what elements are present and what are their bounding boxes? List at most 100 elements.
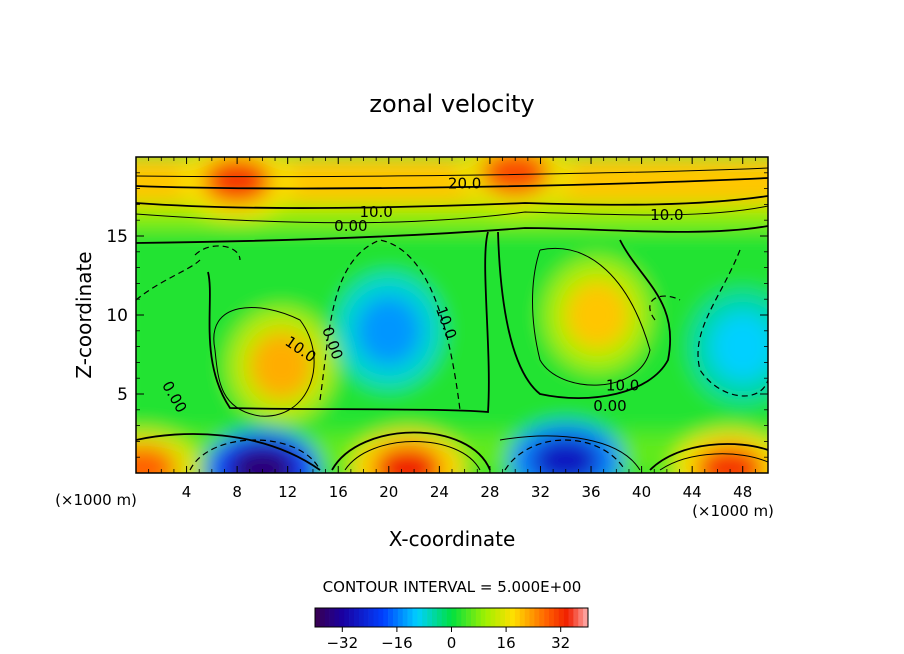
colorbar-cell [529,608,535,627]
y-axis-ticks: 5 10 15 [106,172,768,458]
colorbar-tick-label: 16 [497,634,516,652]
contour-line [344,441,481,471]
colorbar-cell [339,608,345,627]
colorbar-cell [441,608,447,627]
contour-line [136,167,768,178]
contour-line-negative [189,439,321,471]
x-tick-label: 40 [632,483,651,501]
chart-title: zonal velocity [369,90,534,118]
y-tick-label: 10 [106,306,128,326]
field-feature-core [695,445,765,473]
contour-label: 10.0 [606,377,639,395]
field-feature-core [531,437,600,473]
y-unit-label: (×1000 m) [55,491,137,509]
contour-label: 10.0 [359,203,392,221]
contour-lines [136,167,768,471]
colorbar-tick-label: −16 [381,634,413,652]
contour-line-negative [194,245,241,261]
colorbar-cell [568,608,574,627]
x-axis-ticks: 4 8 12 16 20 24 28 32 36 40 44 48 [148,157,756,501]
colorbar-tick-label: 0 [447,634,457,652]
colorbar-cell [549,608,555,627]
contour-line [207,231,490,413]
velocity-field [136,157,768,473]
colorbar-cell [427,608,433,627]
colorbar-cell [344,608,350,627]
colorbar: −32 −16 0 16 32 [314,607,589,652]
y-tick-label: 15 [106,227,128,247]
x-tick-label: 32 [531,483,550,501]
contour-line [136,177,768,190]
field-feature-core [249,331,314,400]
colorbar-cell [510,608,516,627]
colorbar-cell [407,608,413,627]
contour-line [499,435,641,471]
contour-line [213,307,315,417]
x-tick-label: 20 [379,483,398,501]
colorbar-cell [490,608,496,627]
x-tick-label: 36 [581,483,600,501]
colorbar-tick-label: 32 [551,634,570,652]
colorbar-cell [539,608,545,627]
colorbar-cell [315,608,321,627]
colorbar-cell [573,608,579,627]
colorbar-cell [495,608,501,627]
colorbar-cell [456,608,462,627]
colorbar-cells [315,608,589,627]
colorbar-cell [412,608,418,627]
x-tick-label: 28 [480,483,499,501]
field-feature-core [228,445,297,473]
colorbar-cell [378,608,384,627]
colorbar-cell [329,608,335,627]
colorbar-cell [451,608,457,627]
y-axis-label: Z-coordinate [72,251,96,378]
colorbar-cell [480,608,486,627]
contour-line [136,225,768,244]
colorbar-cell [524,608,530,627]
colorbar-cell [393,608,399,627]
colorbar-cell [334,608,340,627]
colorbar-ticks: −32 −16 0 16 32 [326,627,570,652]
contour-line-negative [697,249,768,397]
y-tick-label: 5 [117,385,128,405]
colorbar-cell [485,608,491,627]
colorbar-tick-label: −32 [326,634,358,652]
contour-line-negative [649,295,681,321]
colorbar-cell [446,608,452,627]
colorbar-cell [436,608,443,627]
x-tick-label: 24 [430,483,449,501]
contour-line-negative [504,439,626,471]
colorbar-cell [397,608,404,627]
contour-label: 0.00 [593,397,626,415]
colorbar-cell [368,608,374,627]
x-tick-label: 4 [182,483,192,501]
colorbar-cell [432,608,438,627]
colorbar-cell [514,608,521,627]
x-tick-label: 16 [329,483,348,501]
colorbar-cell [563,608,569,627]
contour-line [532,248,651,386]
colorbar-cell [544,608,550,627]
contour-line [649,443,768,471]
colorbar-cell [402,608,408,627]
colorbar-cell [417,608,423,627]
field-feature-core [356,296,421,365]
contour-label: 20.0 [448,174,481,192]
contour-line [331,431,491,471]
x-tick-label: 48 [733,483,752,501]
colorbar-cell [500,608,506,627]
contour-line-negative [136,259,201,301]
colorbar-cell [324,608,330,627]
colorbar-cell [461,608,467,627]
colorbar-cell [363,608,369,627]
colorbar-cell [583,608,589,627]
colorbar-cell [319,608,326,627]
colorbar-cell [422,608,428,627]
field-feature-core [373,445,442,473]
contour-line [659,453,768,471]
x-tick-label: 12 [278,483,297,501]
field-feature-core [565,280,630,350]
colorbar-cell [519,608,525,627]
colorbar-cell [471,608,477,627]
